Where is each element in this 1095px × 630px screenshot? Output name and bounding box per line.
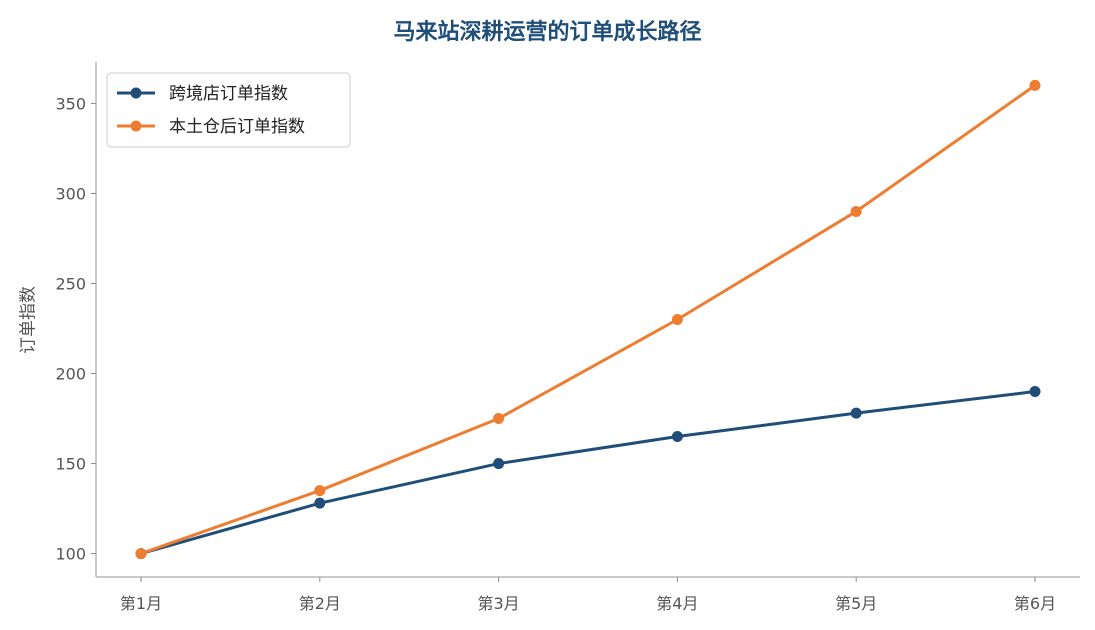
legend-swatch-marker [130, 87, 142, 99]
chart-title: 马来站深耕运营的订单成长路径 [393, 20, 702, 45]
x-tick-label: 第6月 [1014, 594, 1056, 613]
data-point-series-1 [671, 431, 683, 443]
x-tick-label: 第1月 [120, 594, 162, 613]
data-point-series-2 [1029, 79, 1041, 91]
series-line-2 [139, 83, 1037, 556]
legend-label: 本土仓后订单指数 [169, 117, 305, 137]
y-tick-label: 100 [55, 545, 86, 564]
y-tick-label: 200 [55, 365, 86, 384]
data-point-series-1 [850, 407, 862, 419]
y-tick-label: 300 [55, 184, 86, 203]
legend-box [106, 72, 351, 148]
data-point-series-1 [314, 497, 326, 509]
data-point-series-2 [671, 314, 683, 325]
x-tick-label: 第4月 [656, 594, 698, 613]
x-tick-label: 第5月 [835, 594, 877, 613]
data-point-series-2 [850, 205, 862, 217]
data-point-series-1 [1029, 386, 1041, 398]
data-point-series-2 [135, 548, 147, 560]
y-tick-label: 150 [55, 455, 86, 474]
data-point-series-1 [493, 458, 505, 470]
series-line-1 [139, 390, 1037, 556]
data-point-series-2 [314, 485, 326, 497]
legend-label: 跨境店订单指数 [169, 84, 288, 104]
y-tick-label: 250 [55, 274, 86, 293]
data-point-series-2 [493, 413, 505, 425]
x-tick-label: 第2月 [299, 594, 341, 613]
x-tick-label: 第3月 [478, 594, 520, 613]
legend-swatch-marker [130, 120, 142, 132]
y-tick-label: 350 [55, 94, 86, 113]
